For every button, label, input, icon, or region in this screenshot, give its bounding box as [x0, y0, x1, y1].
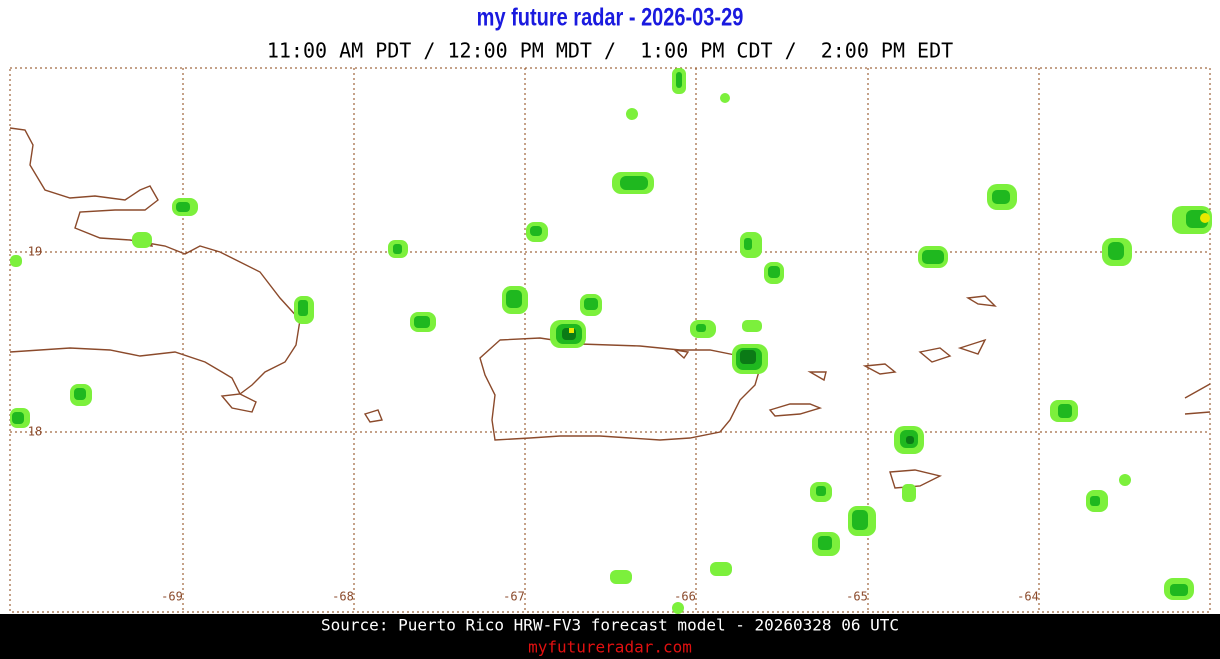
- footer-band: [0, 614, 1220, 659]
- lon-label: -68: [332, 590, 354, 604]
- time-line: 11:00 AM PDT / 12:00 PM MDT / 1:00 PM CD…: [267, 39, 953, 63]
- title: my future radar - 2026-03-29: [477, 4, 744, 32]
- lat-label: 19: [28, 245, 42, 259]
- lon-label: -66: [674, 590, 696, 604]
- lat-label: 18: [28, 425, 42, 439]
- grid-labels: -69 -68 -67 -66 -65 -64 19 18: [28, 245, 1039, 604]
- lon-label: -65: [846, 590, 868, 604]
- radar-echoes: [10, 68, 1212, 614]
- lon-label: -67: [503, 590, 525, 604]
- map-frame: [9, 67, 1211, 613]
- graticule: [10, 68, 1210, 612]
- site-link[interactable]: myfutureradar.com: [528, 638, 692, 657]
- lon-label: -64: [1017, 590, 1039, 604]
- map: -69 -68 -67 -66 -65 -64 19 18: [9, 67, 1212, 614]
- coastlines: [9, 127, 1211, 489]
- lon-label: -69: [161, 590, 183, 604]
- source-line: Source: Puerto Rico HRW-FV3 forecast mod…: [321, 616, 899, 635]
